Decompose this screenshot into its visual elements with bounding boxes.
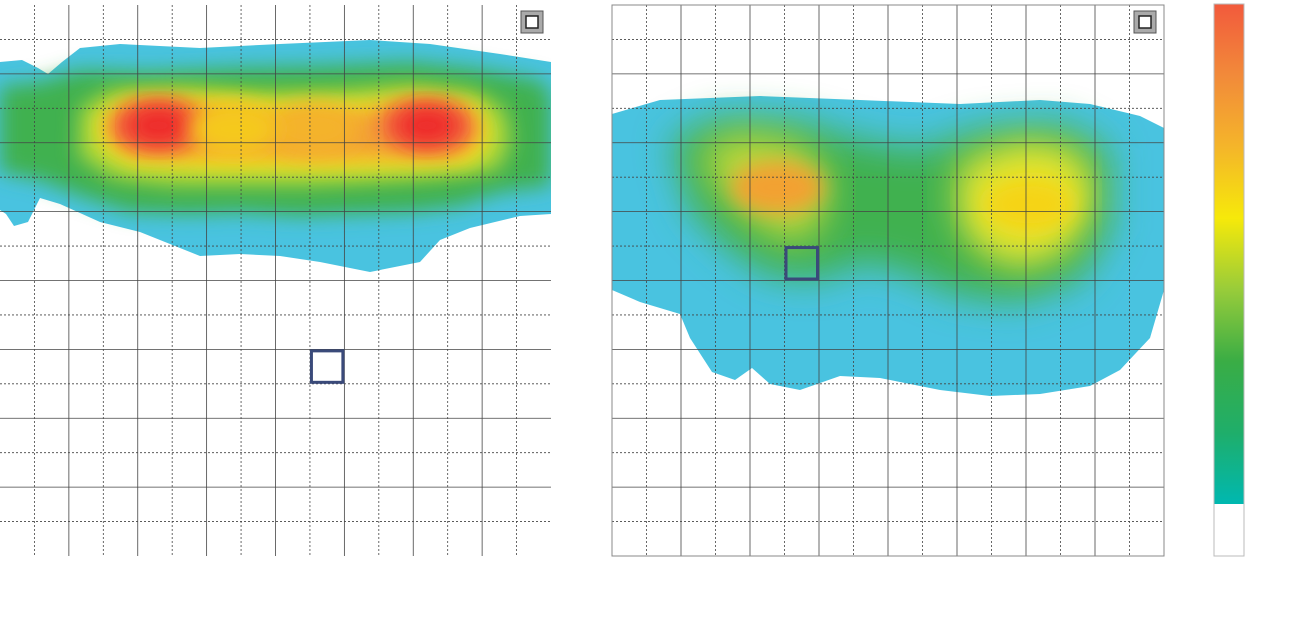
grid-left (0, 5, 551, 556)
hotspot-group-right (731, 161, 1074, 231)
selection-marker-left[interactable] (309, 349, 345, 384)
hotspot-right-2 (984, 178, 1074, 231)
hotspot-group-left (110, 99, 475, 155)
hotspot-right-1 (731, 161, 824, 214)
hotspot-left-4 (189, 103, 279, 155)
corner-toggle-right[interactable] (1133, 10, 1157, 34)
colorbar-scale (1214, 4, 1244, 504)
hotspot-core-left-2 (396, 106, 459, 145)
colorbar-no-data (1214, 504, 1244, 556)
corner-toggle-left[interactable] (520, 10, 544, 34)
selection-marker-right[interactable] (784, 246, 819, 281)
heatmap-right (611, 4, 1165, 557)
colorbar-frame (1213, 3, 1245, 557)
heatmap-left (0, 5, 551, 556)
grid-right (612, 5, 1164, 556)
hotspot-left-3 (268, 103, 359, 155)
plot-frame-right (611, 4, 1165, 557)
hotspot-core-left-1 (127, 106, 190, 145)
colorbar (1213, 3, 1245, 557)
